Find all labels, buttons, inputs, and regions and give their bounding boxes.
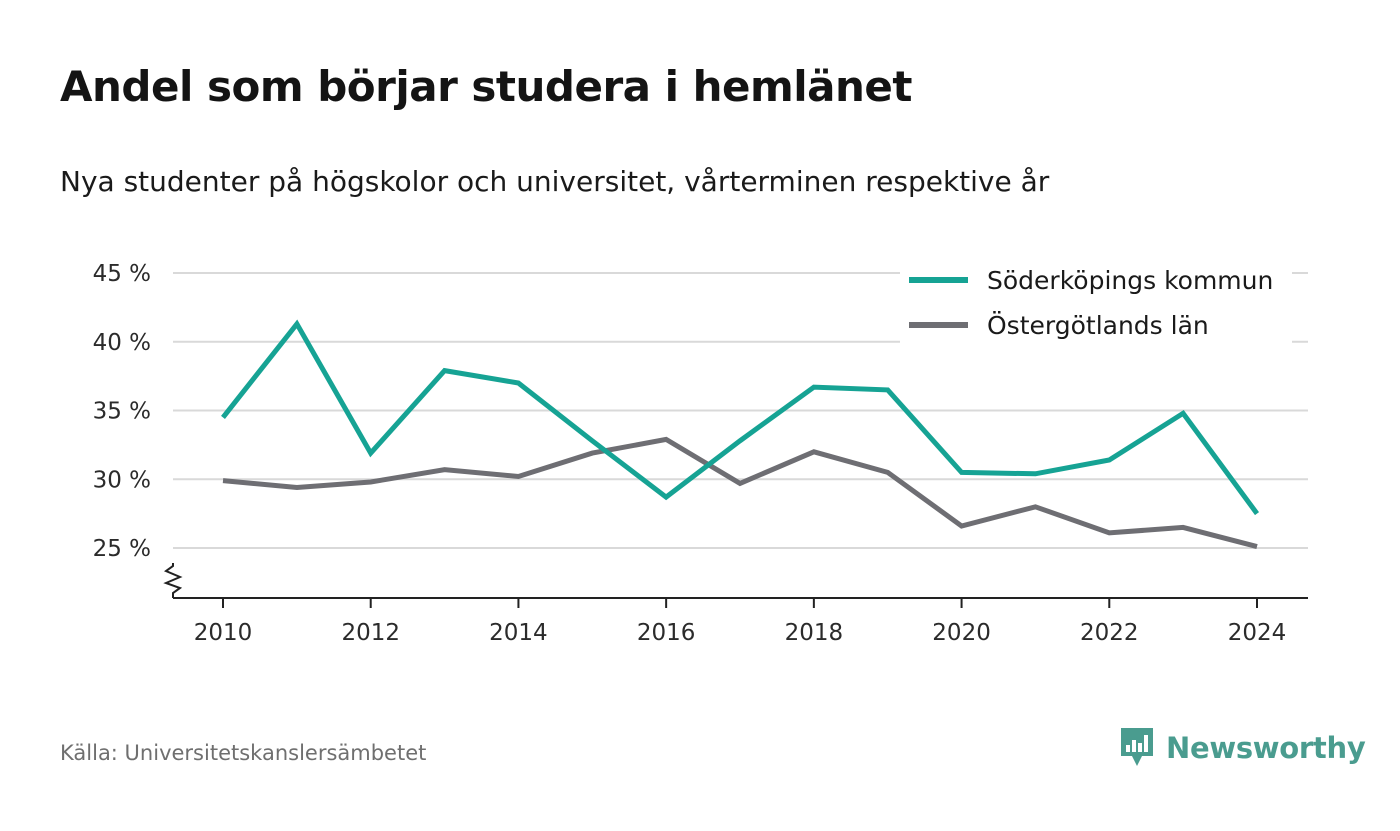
legend-label: Söderköpings kommun — [987, 266, 1273, 295]
source-note: Källa: Universitetskanslersämbetet — [60, 741, 427, 765]
x-tick-label: 2010 — [194, 620, 253, 646]
y-tick-label: 25 % — [93, 536, 151, 562]
x-tick-label: 2018 — [785, 620, 844, 646]
brand-name: Newsworthy — [1166, 731, 1366, 765]
legend-box — [900, 258, 1292, 344]
brand-logo: Newsworthy — [1118, 726, 1366, 770]
chart-subtitle: Nya studenter på högskolor och universit… — [60, 165, 1050, 198]
x-tick-label: 2012 — [341, 620, 400, 646]
y-tick-label: 40 % — [93, 330, 151, 356]
y-tick-label: 30 % — [93, 467, 151, 493]
x-tick-label: 2020 — [932, 620, 991, 646]
x-tick-label: 2022 — [1080, 620, 1139, 646]
x-tick-label: 2024 — [1228, 620, 1287, 646]
y-tick-label: 35 % — [93, 399, 151, 425]
y-tick-label: 45 % — [93, 261, 151, 287]
series-line-soderkoping — [221, 319, 1260, 516]
x-tick-label: 2016 — [637, 620, 696, 646]
axis-break-icon — [163, 563, 183, 598]
legend-label: Östergötlands län — [987, 311, 1209, 340]
x-tick-label: 2014 — [489, 620, 548, 646]
newsworthy-logo-icon — [1121, 728, 1153, 766]
chart-title: Andel som börjar studera i hemlänet — [60, 62, 913, 111]
series-line-ostergotland — [222, 436, 1258, 550]
